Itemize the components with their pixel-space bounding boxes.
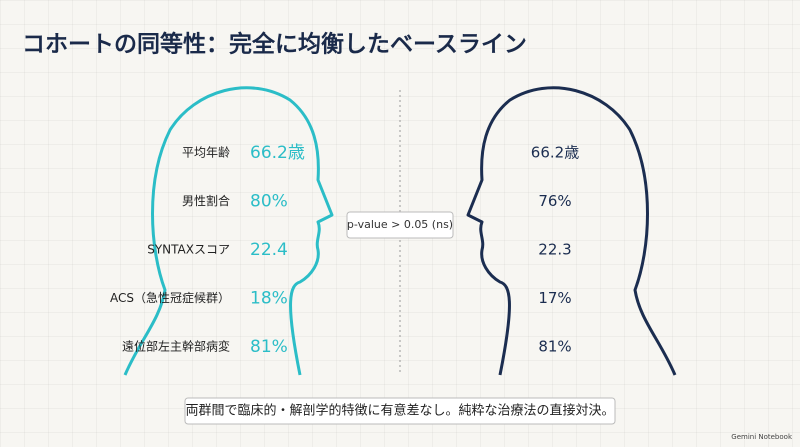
row-label: SYNTAXスコア <box>147 243 230 257</box>
left-value: 22.4 <box>250 240 288 260</box>
row-label: ACS（急性冠症候群） <box>110 290 230 305</box>
footer-note: 両群間で臨床的・解剖学的特徴に有意差なし。純粋な治療法の直接対決。 <box>185 403 614 419</box>
left-head <box>123 86 334 376</box>
badge-box <box>346 211 454 239</box>
title: コホートの同等性：完全に均衡したベースライン <box>22 31 527 58</box>
right-value: 22.3 <box>538 241 571 259</box>
right-value: 66.2歳 <box>531 144 579 162</box>
note-box <box>184 397 616 425</box>
right-head <box>466 86 677 376</box>
left-value: 80% <box>250 192 288 212</box>
left-value: 18% <box>250 289 288 309</box>
brand: Gemini Notebook <box>731 433 793 441</box>
p-value-badge: p-value > 0.05 (ns) <box>347 218 453 231</box>
right-value: 81% <box>538 338 571 356</box>
row-label: 男性割合 <box>182 193 230 208</box>
right-value: 17% <box>538 289 571 307</box>
row-label: 平均年齢 <box>182 145 230 160</box>
left-value: 81% <box>250 337 288 357</box>
row-label: 遠位部左主幹部病変 <box>122 339 230 354</box>
right-value: 76% <box>538 192 571 210</box>
left-value: 66.2歳 <box>250 143 305 163</box>
